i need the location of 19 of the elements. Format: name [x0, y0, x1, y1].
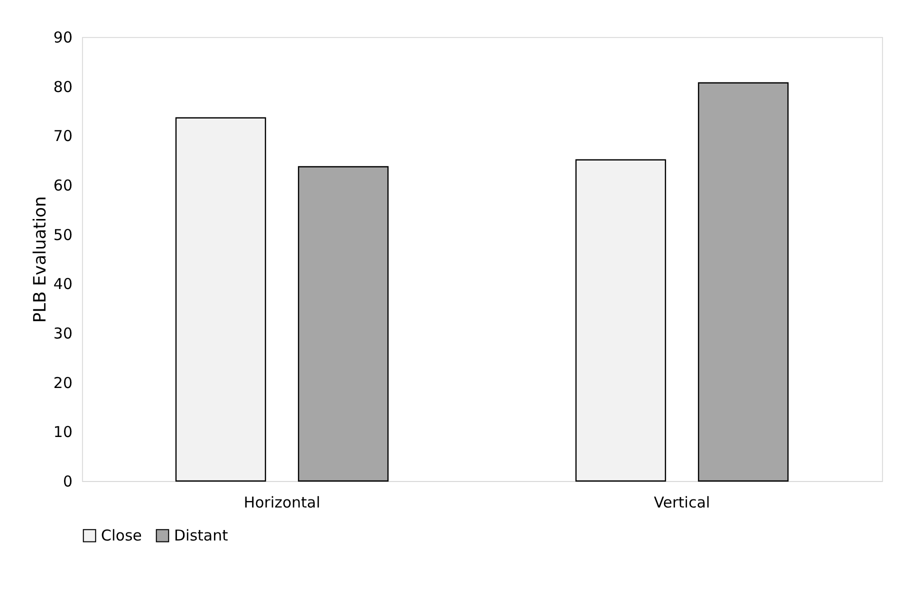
legend-label: Distant: [174, 526, 228, 545]
x-tick-label: Vertical: [654, 494, 710, 512]
x-tick-label: Horizontal: [244, 494, 320, 512]
y-tick-label: 70: [53, 127, 72, 146]
y-tick-label: 40: [53, 275, 72, 294]
bar: [698, 82, 789, 482]
bar: [175, 117, 266, 482]
y-tick-label: 0: [62, 472, 72, 490]
legend-label: Close: [101, 526, 142, 545]
y-tick-label: 50: [53, 226, 72, 244]
bar: [575, 159, 666, 482]
y-tick-label: 60: [53, 176, 72, 194]
y-tick-label: 20: [53, 374, 72, 392]
y-tick-label: 80: [53, 78, 72, 96]
y-tick-label: 30: [53, 324, 72, 342]
y-tick-label: 10: [53, 423, 72, 442]
y-tick-label: 90: [53, 28, 72, 46]
y-axis-title: PLB Evaluation: [30, 196, 50, 323]
bar: [298, 166, 389, 482]
